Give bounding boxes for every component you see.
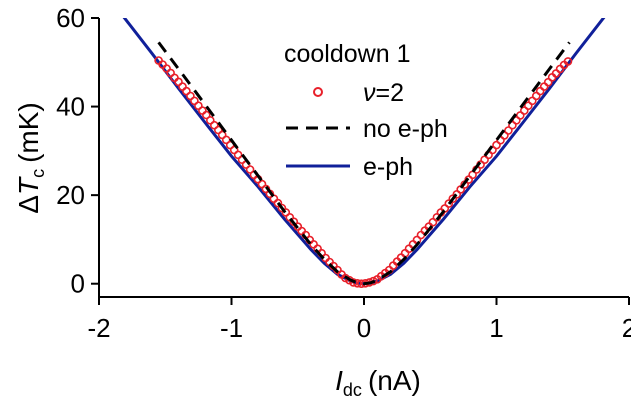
legend-label-eph: e-ph: [363, 153, 413, 181]
no-eph-line: [157, 41, 571, 286]
x-tick-label: -1: [220, 313, 243, 343]
data-point: [504, 126, 513, 135]
x-tick-label: 2: [622, 313, 631, 343]
data-point: [416, 230, 426, 240]
data-point: [353, 278, 362, 288]
x-axis-label: Idc (nA): [335, 365, 421, 400]
legend-label-no-eph: no e-ph: [363, 115, 448, 143]
legend: cooldown 1 ν=2 no e-ph e-ph: [284, 40, 448, 181]
data-point: [368, 276, 378, 286]
x-tick-label: 1: [489, 313, 503, 343]
legend-title: cooldown 1: [284, 40, 410, 68]
legend-marker-nu2: [313, 87, 323, 97]
data-point: [309, 240, 318, 249]
data-point: [400, 248, 410, 258]
data-point: [202, 110, 211, 120]
y-axis-label: ΔTc(mK): [13, 102, 48, 213]
series-layer: [122, 18, 606, 289]
y-tick-label: 60: [56, 3, 85, 33]
data-point: [535, 86, 545, 96]
legend-label-nu2: ν=2: [363, 79, 404, 107]
data-point: [198, 106, 207, 115]
x-tick-label: -2: [87, 313, 110, 343]
data-point: [539, 82, 549, 91]
data-point: [178, 82, 187, 91]
data-point: [563, 57, 573, 66]
data-point: [349, 278, 358, 287]
y-tick-label: 0: [71, 269, 85, 299]
x-tick-label: 0: [357, 313, 371, 343]
y-tick-label: 20: [56, 180, 85, 210]
y-tick-label: 40: [56, 92, 85, 122]
